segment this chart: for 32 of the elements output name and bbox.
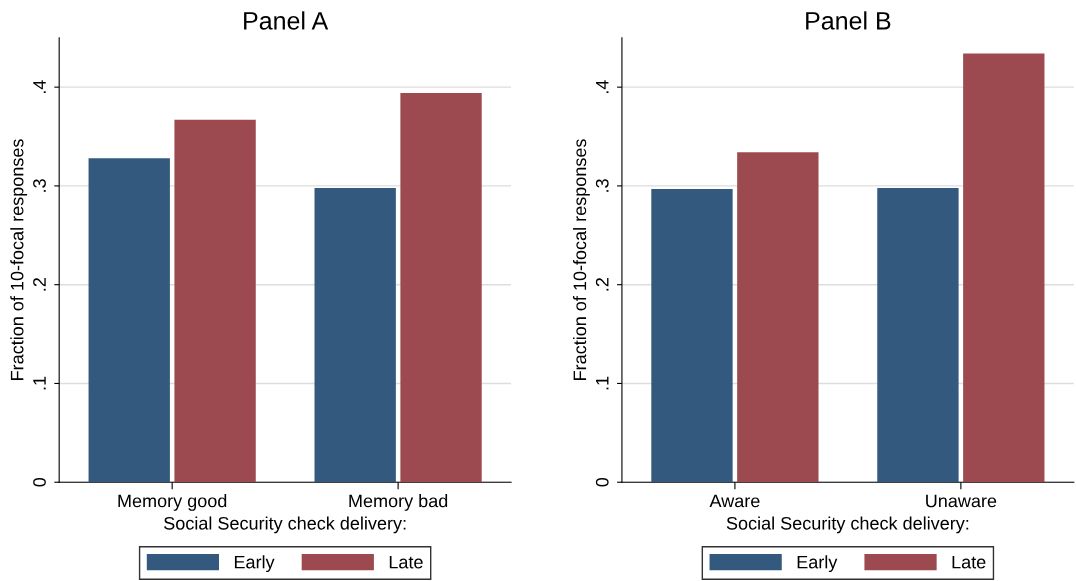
bar (400, 93, 482, 483)
x-tick-label: Memory bad (349, 494, 448, 511)
x-axis-title: Social Security check delivery: (164, 516, 406, 534)
y-tick-label: .2 (33, 278, 46, 291)
legend-label: Late (389, 555, 423, 569)
bar (963, 53, 1045, 483)
bar (737, 152, 819, 483)
bar (877, 187, 959, 483)
y-tick-label: .3 (33, 179, 46, 192)
y-tick-label: .4 (33, 80, 46, 94)
y-axis-title: Fraction of 10-focal responses (572, 139, 590, 380)
legend-label: Early (797, 555, 838, 573)
bar (174, 119, 256, 483)
y-tick-label: 0 (33, 477, 46, 487)
bar (651, 188, 733, 483)
legend-label: Late (952, 555, 986, 569)
y-tick-label: .3 (595, 179, 609, 192)
legend-label: Early (234, 555, 275, 573)
chart-title: Panel B (806, 11, 891, 30)
y-tick-label: .1 (596, 376, 609, 390)
bar (314, 187, 396, 483)
y-tick-label: .1 (33, 376, 46, 390)
x-tick-label: Aware (709, 494, 760, 508)
y-tick-label: .2 (595, 278, 609, 291)
y-axis-title: Fraction of 10-focal responses (10, 139, 28, 380)
y-tick-label: 0 (595, 477, 609, 487)
chart-title: Panel A (244, 11, 329, 30)
x-tick-label: Unaware (926, 494, 997, 508)
x-axis-title: Social Security check delivery: (726, 516, 969, 534)
bar (88, 158, 170, 483)
y-tick-label: .4 (596, 80, 609, 94)
x-tick-label: Memory good (118, 494, 227, 511)
